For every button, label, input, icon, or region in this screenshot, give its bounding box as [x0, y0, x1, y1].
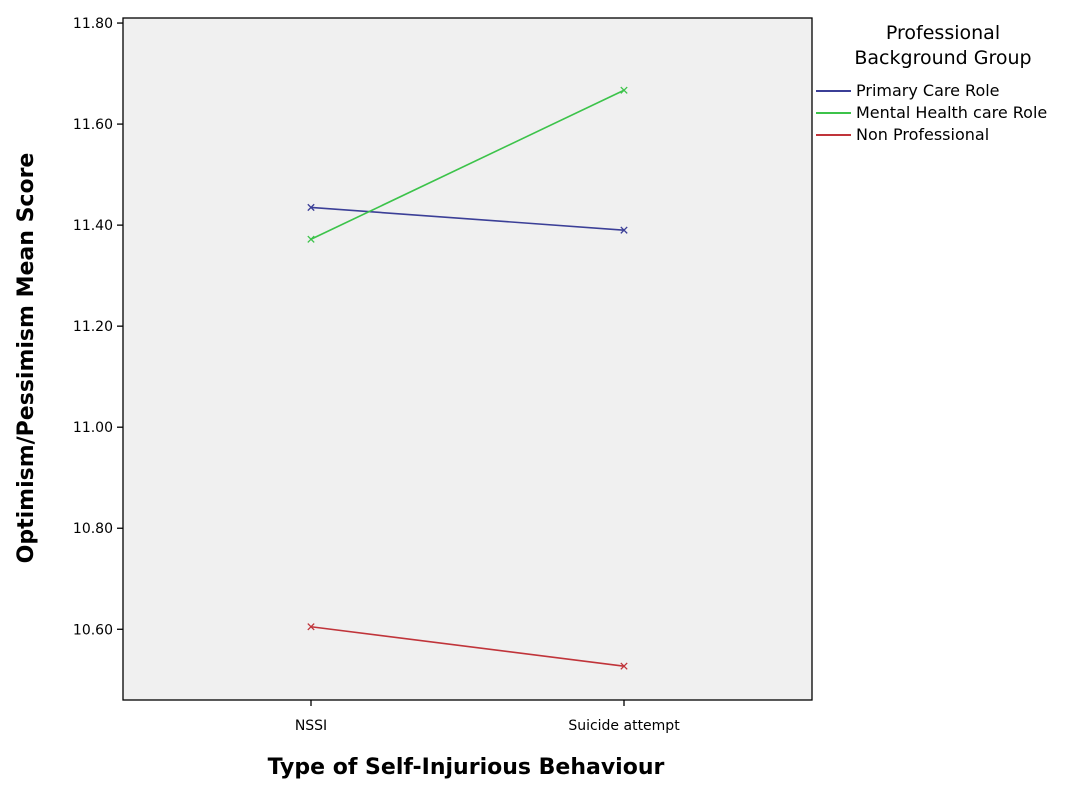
x-tick-label: NSSI	[295, 718, 327, 734]
y-tick-label: 11.20	[73, 319, 113, 335]
x-axis-title: Type of Self-Injurious Behaviour	[268, 755, 665, 780]
legend: Professional Background Group Primary Ca…	[816, 22, 1047, 144]
legend-items: Primary Care Role Mental Health care Role…	[816, 81, 1047, 144]
y-axis-ticks: 10.60 10.80 11.00 11.20 11.40 11.60 11.80	[73, 16, 123, 638]
y-axis-title: Optimism/Pessimism Mean Score	[14, 153, 39, 564]
y-tick-label: 10.80	[73, 521, 113, 537]
plot-area	[122, 17, 813, 701]
series-line	[310, 625, 625, 667]
y-tick-label: 11.60	[73, 117, 113, 133]
series-line	[310, 89, 625, 240]
data-point-marker	[307, 235, 315, 243]
y-tick-label: 11.80	[73, 16, 113, 32]
legend-title-line2: Background Group	[854, 47, 1031, 69]
y-tick-label: 11.40	[73, 218, 113, 234]
y-tick-label: 10.60	[73, 622, 113, 638]
y-tick-label: 11.00	[73, 420, 113, 436]
data-point-marker	[307, 203, 315, 212]
x-tick-label: Suicide attempt	[568, 718, 680, 734]
series-layer	[307, 86, 628, 670]
x-axis-ticks: NSSI Suicide attempt	[295, 700, 680, 734]
series-line	[310, 206, 625, 231]
data-point-marker	[620, 86, 628, 94]
data-point-marker	[307, 623, 315, 631]
legend-label: Mental Health care Role	[856, 103, 1047, 122]
legend-label: Primary Care Role	[856, 81, 1000, 100]
data-point-marker	[620, 662, 628, 670]
legend-label: Non Professional	[856, 125, 989, 144]
data-point-marker	[620, 226, 628, 234]
legend-title-line1: Professional	[886, 22, 1000, 44]
